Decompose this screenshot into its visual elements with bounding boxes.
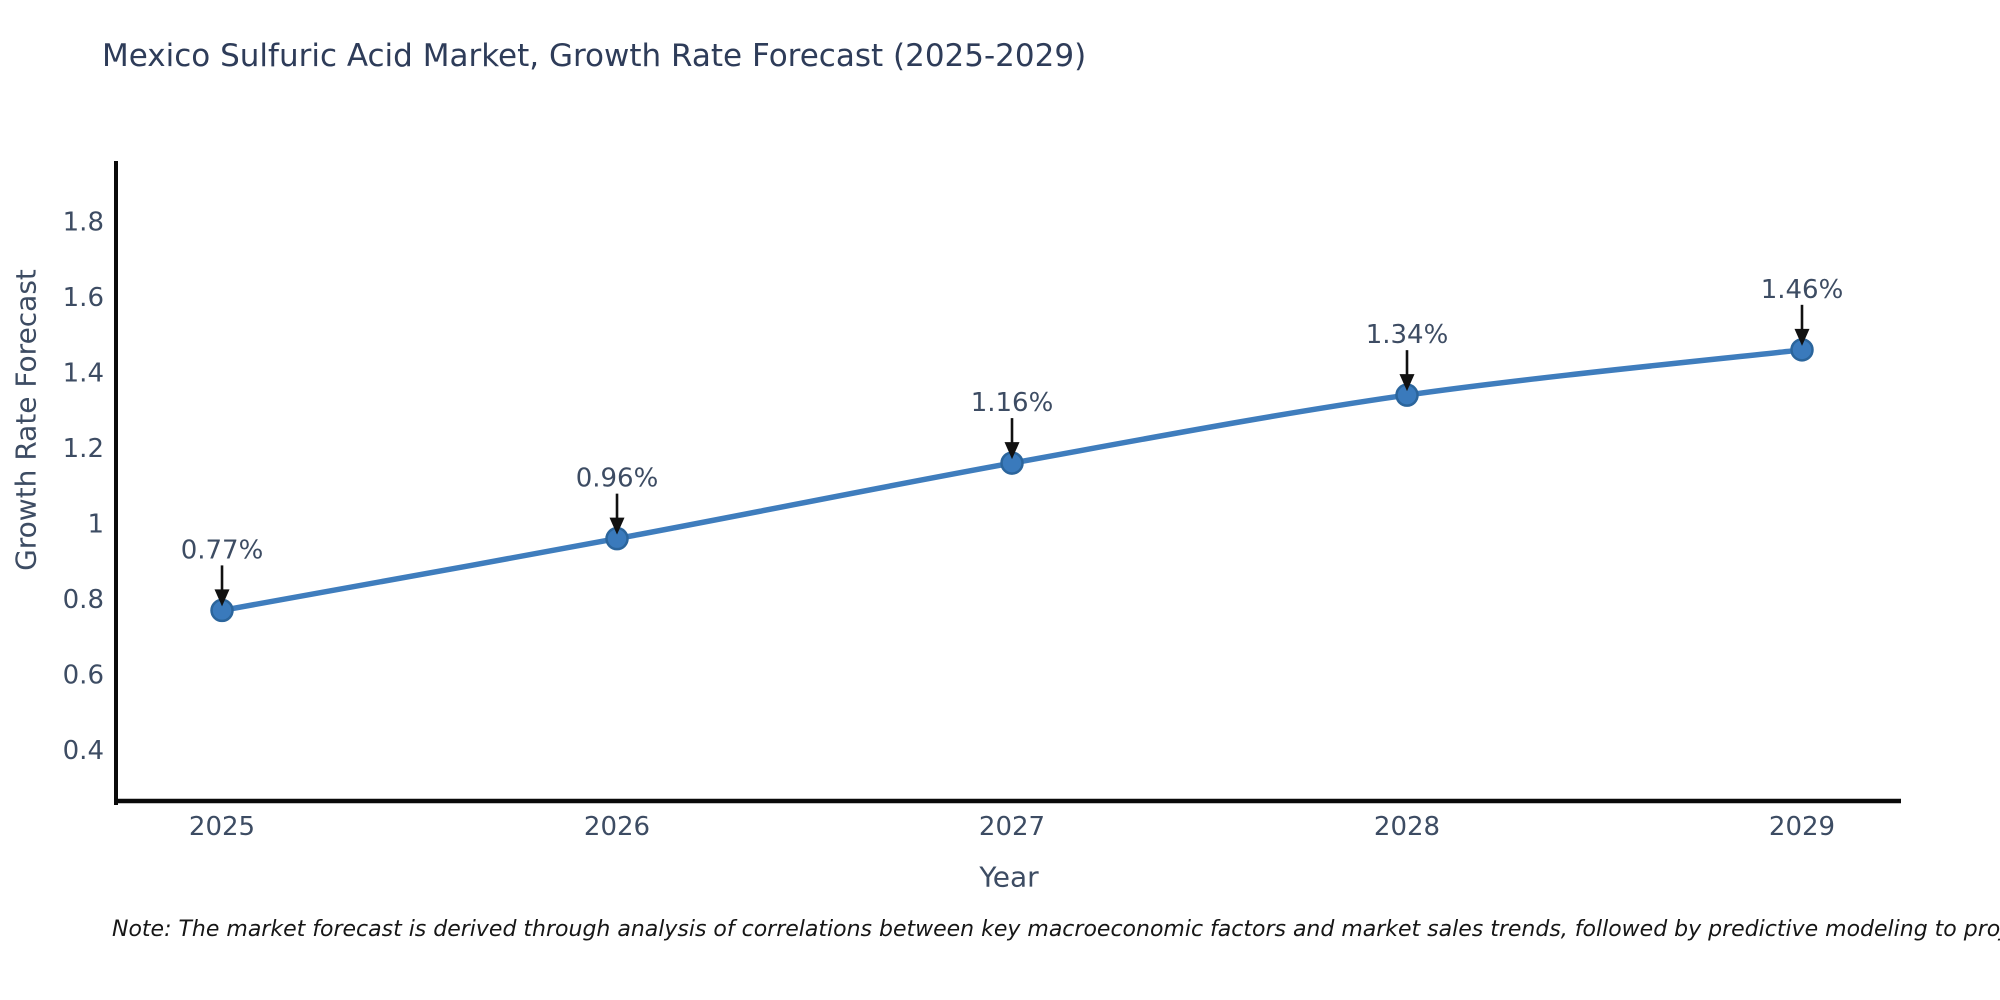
- y-tick-label: 1.8: [63, 207, 104, 237]
- x-tick-label: 2027: [979, 812, 1045, 842]
- x-tick-label: 2028: [1374, 812, 1440, 842]
- point-annotations: 0.77% 0.96% 1.16% 1.34% 1.46%: [181, 275, 1844, 607]
- footnote: Note: The market forecast is derived thr…: [112, 917, 2000, 942]
- axis-spines: [114, 161, 1901, 805]
- x-tick-label: 2026: [584, 812, 650, 842]
- x-tick-labels: 2025 2026 2027 2028 2029: [189, 812, 1835, 842]
- y-tick-label: 1.6: [63, 283, 104, 313]
- annotation-arrowhead-icon: [1794, 328, 1810, 346]
- x-tick-label: 2029: [1769, 812, 1835, 842]
- annotation-arrowhead-icon: [214, 589, 230, 607]
- y-tick-label: 1.4: [63, 358, 104, 388]
- annotation-arrowhead-icon: [609, 517, 625, 535]
- y-tick-label: 1.2: [63, 434, 104, 464]
- annotation-arrowhead-icon: [1004, 442, 1020, 460]
- y-tick-label: 0.8: [63, 585, 104, 615]
- chart-title: Mexico Sulfuric Acid Market, Growth Rate…: [102, 38, 1087, 74]
- x-tick-label: 2025: [189, 812, 255, 842]
- y-tick-label: 0.6: [63, 661, 104, 691]
- data-point-markers: [210, 338, 1814, 623]
- point-annotation-label: 1.34%: [1366, 320, 1449, 350]
- annotation-arrowhead-icon: [1399, 374, 1415, 392]
- y-tick-label: 1: [87, 510, 104, 540]
- point-annotation-label: 0.96%: [576, 464, 659, 494]
- y-tick-label: 0.4: [63, 736, 104, 766]
- x-axis-title: Year: [979, 860, 1039, 894]
- point-annotation-label: 0.77%: [181, 535, 264, 565]
- y-tick-labels: 0.4 0.6 0.8 1 1.2 1.4 1.6 1.8: [63, 207, 104, 766]
- point-annotation-label: 1.46%: [1761, 275, 1844, 305]
- point-annotation-label: 1.16%: [971, 388, 1054, 418]
